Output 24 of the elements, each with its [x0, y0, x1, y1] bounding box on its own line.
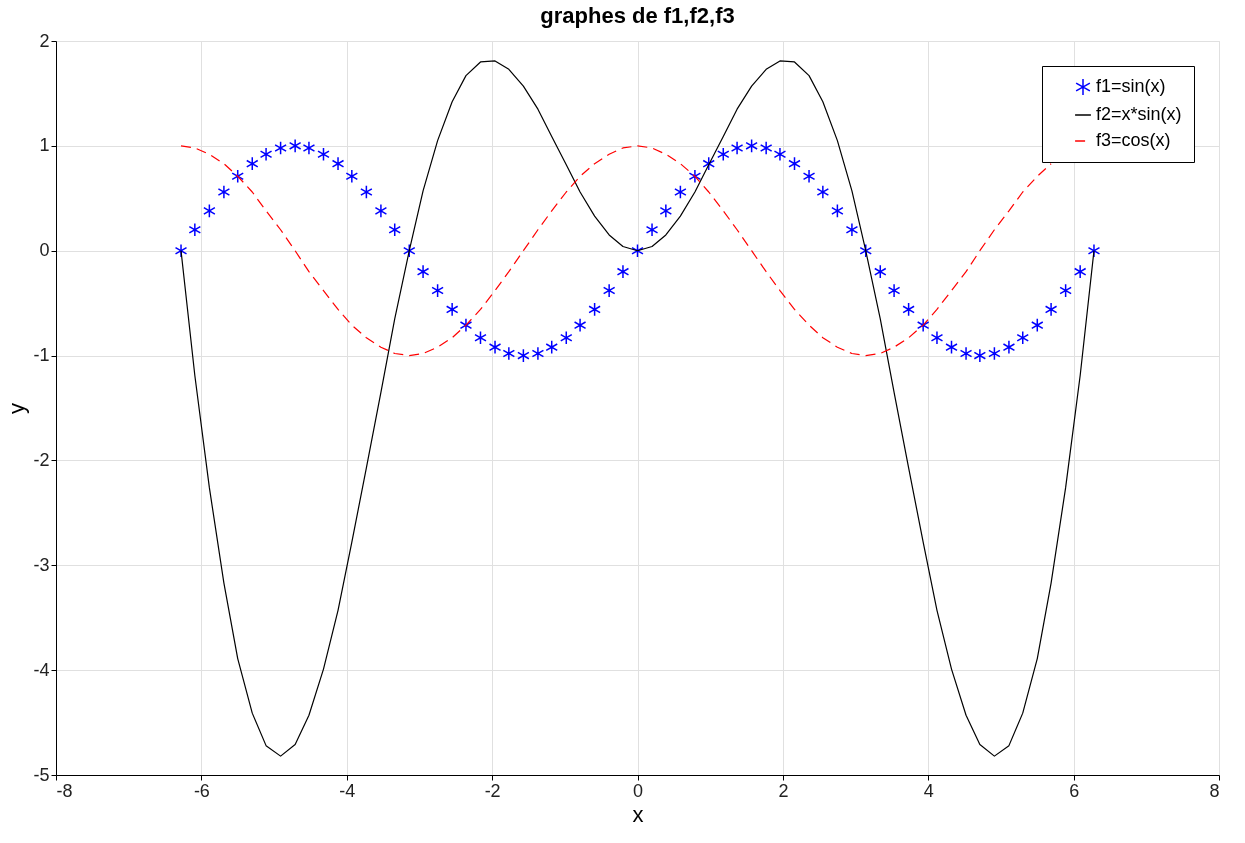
- x-tick-label: 4: [923, 780, 934, 801]
- chart-title: graphes de f1,f2,f3: [540, 3, 735, 28]
- y-tick-label: 1: [39, 135, 50, 156]
- x-tick-label: 8: [1209, 780, 1220, 801]
- x-tick-label: 6: [1069, 780, 1080, 801]
- y-tick-label: -4: [33, 659, 50, 680]
- legend-label: f1=sin(x): [1096, 76, 1166, 96]
- line-series: [180, 60, 1095, 757]
- y-tick-label: -2: [33, 449, 50, 470]
- x-axis-title: x: [632, 801, 644, 827]
- x-tick-label: -8: [56, 780, 73, 801]
- y-tick-label: -5: [33, 764, 50, 785]
- y-tick-label: -3: [33, 554, 50, 575]
- x-tick-label: 0: [632, 780, 644, 801]
- x-tick-label: -2: [484, 780, 501, 801]
- y-tick-label: 0: [39, 240, 50, 261]
- y-tick-label: 2: [39, 30, 50, 51]
- x-tick-label: 2: [778, 780, 789, 801]
- y-axis-title: y: [4, 403, 30, 414]
- legend-label: f2=x*sin(x): [1096, 104, 1182, 124]
- x-tick-label: -6: [193, 780, 210, 801]
- legend-label: f3=cos(x): [1096, 130, 1171, 150]
- y-tick-label: -1: [33, 345, 50, 366]
- x-tick-label: -4: [339, 780, 356, 801]
